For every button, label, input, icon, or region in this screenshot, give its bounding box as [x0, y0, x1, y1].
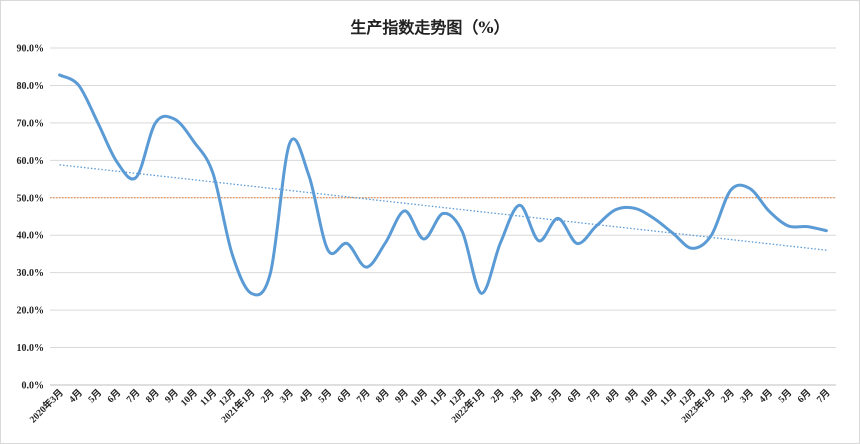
- x-tick-label: 3月: [278, 387, 296, 405]
- data-point: [58, 74, 60, 76]
- data-point: [461, 230, 463, 232]
- reference-lines: [50, 164, 836, 251]
- data-point: [97, 122, 99, 124]
- data-point: [557, 217, 559, 219]
- chart-title: 生产指数走势图（%）: [350, 18, 510, 37]
- x-tick-label: 6月: [565, 387, 583, 405]
- gridlines: [50, 47, 836, 349]
- series: [58, 73, 828, 297]
- x-tick-label: 7月: [815, 387, 833, 405]
- data-point: [327, 249, 329, 251]
- x-tick-label: 9月: [163, 387, 181, 405]
- data-point: [691, 247, 693, 249]
- data-point: [614, 209, 616, 211]
- x-tick-label: 2月: [719, 387, 737, 405]
- data-point: [729, 189, 731, 191]
- x-tick-label: 6月: [795, 387, 813, 405]
- data-point: [595, 225, 597, 227]
- x-tick-label: 6月: [105, 387, 123, 405]
- data-point: [250, 292, 252, 294]
- x-tick-label: 10月: [409, 387, 430, 408]
- data-point: [346, 242, 348, 244]
- data-point: [710, 234, 712, 236]
- data-point: [749, 187, 751, 189]
- y-tick-label: 30.0%: [17, 268, 45, 279]
- y-tick-label: 10.0%: [17, 343, 45, 354]
- data-point: [384, 242, 386, 244]
- series-line: [58, 73, 828, 297]
- y-tick-label: 60.0%: [17, 156, 45, 167]
- data-point: [173, 118, 175, 120]
- x-tick-label: 2020年3月: [27, 387, 66, 426]
- data-point: [269, 271, 271, 273]
- data-point: [576, 242, 578, 244]
- y-tick-label: 70.0%: [17, 118, 45, 129]
- x-tick-label: 5月: [776, 387, 794, 405]
- data-point: [423, 238, 425, 240]
- x-tick-label: 3月: [508, 387, 526, 405]
- x-tick-label: 4月: [67, 387, 85, 405]
- x-tick-label: 7月: [355, 387, 373, 405]
- data-point: [116, 161, 118, 163]
- data-point: [288, 142, 290, 144]
- data-point: [154, 122, 156, 124]
- data-point: [787, 225, 789, 227]
- x-tick-label: 3月: [738, 387, 756, 405]
- data-point: [442, 212, 444, 214]
- x-tick-label: 9月: [393, 387, 411, 405]
- data-point: [231, 253, 233, 255]
- x-tick-label: 6月: [335, 387, 353, 405]
- y-tick-label: 80.0%: [17, 81, 45, 92]
- x-tick-label: 4月: [527, 387, 545, 405]
- x-tick-label: 10月: [639, 387, 660, 408]
- x-tick-label: 4月: [297, 387, 315, 405]
- data-point: [403, 210, 405, 212]
- data-point: [365, 266, 367, 268]
- x-tick-label: 8月: [374, 387, 392, 405]
- x-tick-label: 11月: [658, 387, 679, 408]
- data-point: [634, 207, 636, 209]
- x-tick-label: 2月: [259, 387, 277, 405]
- data-point: [78, 84, 80, 86]
- x-tick-label: 8月: [144, 387, 162, 405]
- y-tick-label: 90.0%: [17, 44, 45, 55]
- y-tick-label: 20.0%: [17, 306, 45, 317]
- x-tick-label: 5月: [86, 387, 104, 405]
- x-tick-label: 11月: [428, 387, 449, 408]
- data-point: [806, 225, 808, 227]
- data-point: [768, 210, 770, 212]
- trend-line: [59, 164, 827, 251]
- x-tick-label: 7月: [585, 387, 603, 405]
- x-tick-label: 11月: [198, 387, 219, 408]
- y-tick-label: 0.0%: [22, 381, 45, 392]
- x-tick-label: 10月: [179, 387, 200, 408]
- x-tick-label: 2月: [489, 387, 507, 405]
- data-point: [193, 140, 195, 142]
- data-point: [653, 217, 655, 219]
- y-tick-label: 50.0%: [17, 193, 45, 204]
- x-tick-label: 9月: [623, 387, 641, 405]
- data-point: [825, 230, 827, 232]
- data-point: [538, 240, 540, 242]
- data-point: [672, 232, 674, 234]
- data-point: [518, 204, 520, 206]
- y-tick-label: 40.0%: [17, 231, 45, 242]
- data-point: [212, 172, 214, 174]
- x-tick-label: 8月: [604, 387, 622, 405]
- x-tick-label: 4月: [757, 387, 775, 405]
- data-point: [499, 242, 501, 244]
- x-tick-label: 5月: [546, 387, 564, 405]
- x-tick-label: 7月: [125, 387, 143, 405]
- data-point: [135, 176, 137, 178]
- data-point: [480, 292, 482, 294]
- x-tick-label: 5月: [316, 387, 334, 405]
- data-point: [308, 174, 310, 176]
